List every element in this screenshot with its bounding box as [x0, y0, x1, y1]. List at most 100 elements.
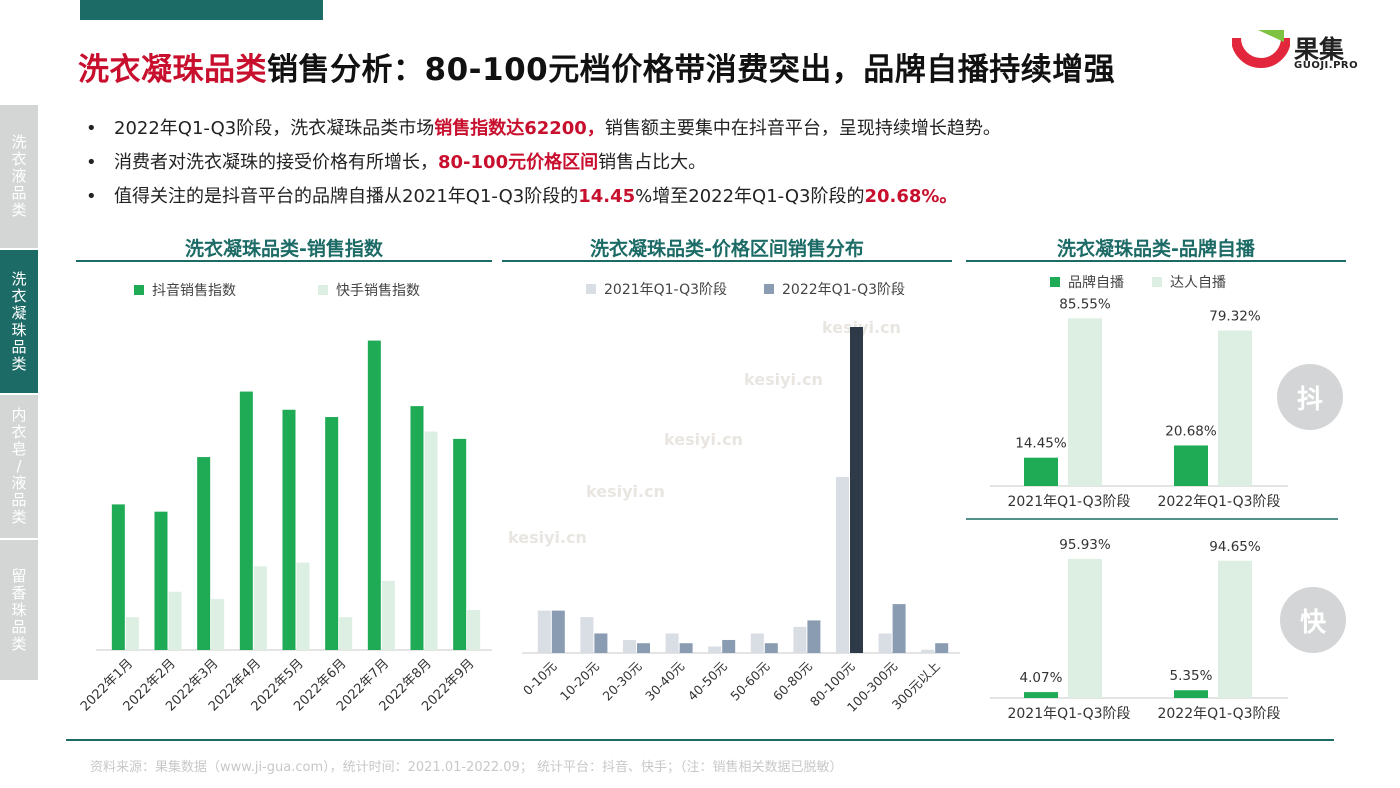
sidebar-item-laundry-liquid[interactable]: 洗衣液品类	[0, 105, 38, 250]
sidebar-item-laundry-pods[interactable]: 洗衣凝珠品类	[0, 250, 38, 395]
sidebar-item-char: 衣	[11, 286, 27, 305]
bar-2021	[836, 476, 849, 653]
bar-2021	[878, 633, 892, 653]
legend-label: 快手销售指数	[336, 283, 420, 299]
footer-divider	[66, 739, 1334, 741]
bar-2022	[679, 643, 693, 653]
data-label: 95.93%	[1059, 537, 1111, 553]
bar-brand-live	[1024, 692, 1058, 698]
sales-index-chart: 2022年1月2022年2月2022年3月2022年4月2022年5月2022年…	[78, 340, 492, 714]
bar-2021	[921, 649, 935, 653]
sales-index-chart-title: 洗衣凝珠品类-销售指数	[185, 238, 383, 260]
section-divider	[76, 260, 492, 262]
data-label: 4.07%	[1020, 670, 1063, 686]
data-label: 14.45%	[1015, 436, 1067, 452]
legend-swatch	[318, 285, 328, 295]
bar-kuaishou-sales	[211, 599, 225, 650]
legend-label: 2022年Q1-Q3阶段	[782, 282, 906, 298]
bullet-item: • 2022年Q1-Q3阶段，洗衣凝珠品类市场销售指数达62200，销售额主要集…	[86, 112, 1346, 146]
legend-swatch	[764, 284, 774, 294]
bar-brand-live	[1174, 690, 1208, 698]
sidebar-item-char: 类	[11, 354, 27, 373]
legend-label: 抖音销售指数	[152, 283, 236, 299]
sidebar-item-char: 类	[11, 508, 27, 526]
sidebar-item-char: 洗	[11, 269, 27, 288]
price-distribution-chart: 0-10元10-20元20-30元30-40元40-50元50-60元60-80…	[520, 327, 960, 715]
legend-2021: 2021年Q1-Q3阶段	[586, 279, 727, 299]
x-tick-label: 10-20元	[557, 659, 602, 704]
page-title: 洗衣凝珠品类销售分析：80-100元档价格带消费突出，品牌自播持续增强	[78, 44, 1115, 89]
bar-2022	[594, 633, 608, 653]
sidebar-item-char: 品	[11, 491, 27, 509]
sidebar-item-scent-beads[interactable]: 留香珠品类	[0, 540, 38, 682]
legend-label: 2021年Q1-Q3阶段	[604, 282, 728, 298]
sidebar-item-char: 珠	[11, 600, 27, 619]
bar-douyin-sales	[154, 511, 168, 650]
legend-influencer-live: 达人自播	[1152, 272, 1226, 292]
bar-2022	[551, 610, 565, 653]
legend-kuaishou-sales: 快手销售指数	[318, 280, 420, 300]
brand-logo: 果集 GUOJI.PRO	[1231, 28, 1392, 76]
bar-2022	[764, 643, 778, 653]
sidebar-item-char: 品	[11, 184, 27, 202]
data-label: 94.65%	[1209, 539, 1261, 555]
bar-douyin-sales	[410, 406, 424, 650]
bar-influencer-live	[1068, 318, 1102, 486]
bullet-text: 销售额主要集中在抖音平台，呈现持续增长趋势。	[604, 118, 1001, 139]
sidebar-item-char: 衣	[11, 423, 27, 441]
bullet-text: 2022年Q1-Q3阶段，洗衣凝珠品类市场	[114, 118, 435, 139]
page-title-rest: 销售分析：80-100元档价格带消费突出，品牌自播持续增强	[267, 52, 1116, 88]
page-title-highlight: 洗衣凝珠品类	[78, 52, 267, 88]
price-dist-chart-title: 洗衣凝珠品类-价格区间销售分布	[590, 238, 864, 260]
bar-douyin-sales	[111, 504, 125, 650]
legend-label: 品牌自播	[1068, 275, 1124, 291]
legend-swatch	[1050, 277, 1060, 287]
bar-kuaishou-sales	[381, 580, 395, 650]
sidebar-item-char: /	[16, 457, 22, 475]
bar-influencer-live	[1218, 560, 1252, 698]
legend-label: 达人自播	[1170, 275, 1226, 291]
bar-douyin-sales	[197, 457, 211, 650]
bar-2021	[793, 626, 807, 653]
sidebar-item-char: 类	[11, 634, 27, 653]
watermark-text: kesiyi.cn	[744, 370, 823, 389]
legend-2022: 2022年Q1-Q3阶段	[764, 279, 905, 299]
x-tick-label: 50-60元	[727, 659, 772, 704]
watermark-text: kesiyi.cn	[664, 430, 743, 449]
bar-2022	[892, 604, 906, 653]
x-tick-label: 2022年Q1-Q3阶段	[1157, 494, 1280, 510]
brand-live-chart-douyin: 14.45% 85.55% 2021年Q1-Q3阶段 20.68% 79.32% 2022…	[966, 296, 1338, 520]
bullet-highlight: 20.68%。	[864, 186, 958, 207]
section-divider	[502, 260, 952, 262]
bar-2022	[850, 327, 863, 653]
x-tick-label: 40-50元	[685, 659, 730, 704]
watermark-text: kesiyi.cn	[586, 482, 665, 501]
bar-kuaishou-sales	[424, 431, 438, 650]
sidebar-item-char: 凝	[11, 303, 27, 322]
data-label: 79.32%	[1209, 309, 1261, 325]
bullet-dot-icon: •	[86, 152, 97, 173]
sidebar-item-char: 品	[11, 617, 27, 636]
legend-swatch	[134, 285, 144, 295]
sidebar-item-char: 品	[11, 337, 27, 356]
x-tick-label: 20-30元	[599, 659, 644, 704]
bar-douyin-sales	[325, 417, 339, 650]
sidebar-item-char: 留	[11, 566, 27, 585]
x-tick-label: 0-10元	[520, 659, 560, 699]
x-tick-label: 2021年Q1-Q3阶段	[1007, 706, 1130, 722]
bar-kuaishou-sales	[339, 617, 353, 650]
sidebar-item-char: 珠	[11, 320, 27, 339]
bar-2022	[807, 620, 821, 653]
bullet-item: • 消费者对洗衣凝珠的接受价格有所增长，80-100元价格区间销售占比大。	[86, 146, 1346, 180]
sidebar-item-char: 液	[11, 167, 27, 185]
douyin-platform-badge: 抖	[1277, 364, 1343, 430]
bullet-highlight: 销售指数达62200，	[434, 118, 605, 139]
bar-2021	[580, 617, 594, 653]
bullet-highlight: 14.45	[578, 186, 636, 207]
bar-influencer-live	[1218, 330, 1252, 486]
bullet-highlight: 80-100元价格区间	[438, 152, 599, 173]
sidebar-item-underwear-soap[interactable]: 内衣皂 / 液品类	[0, 395, 38, 540]
sidebar-item-char: 洗	[11, 133, 27, 151]
top-accent-bar	[80, 0, 323, 20]
logo-domain: GUOJI.PRO	[1294, 60, 1359, 71]
